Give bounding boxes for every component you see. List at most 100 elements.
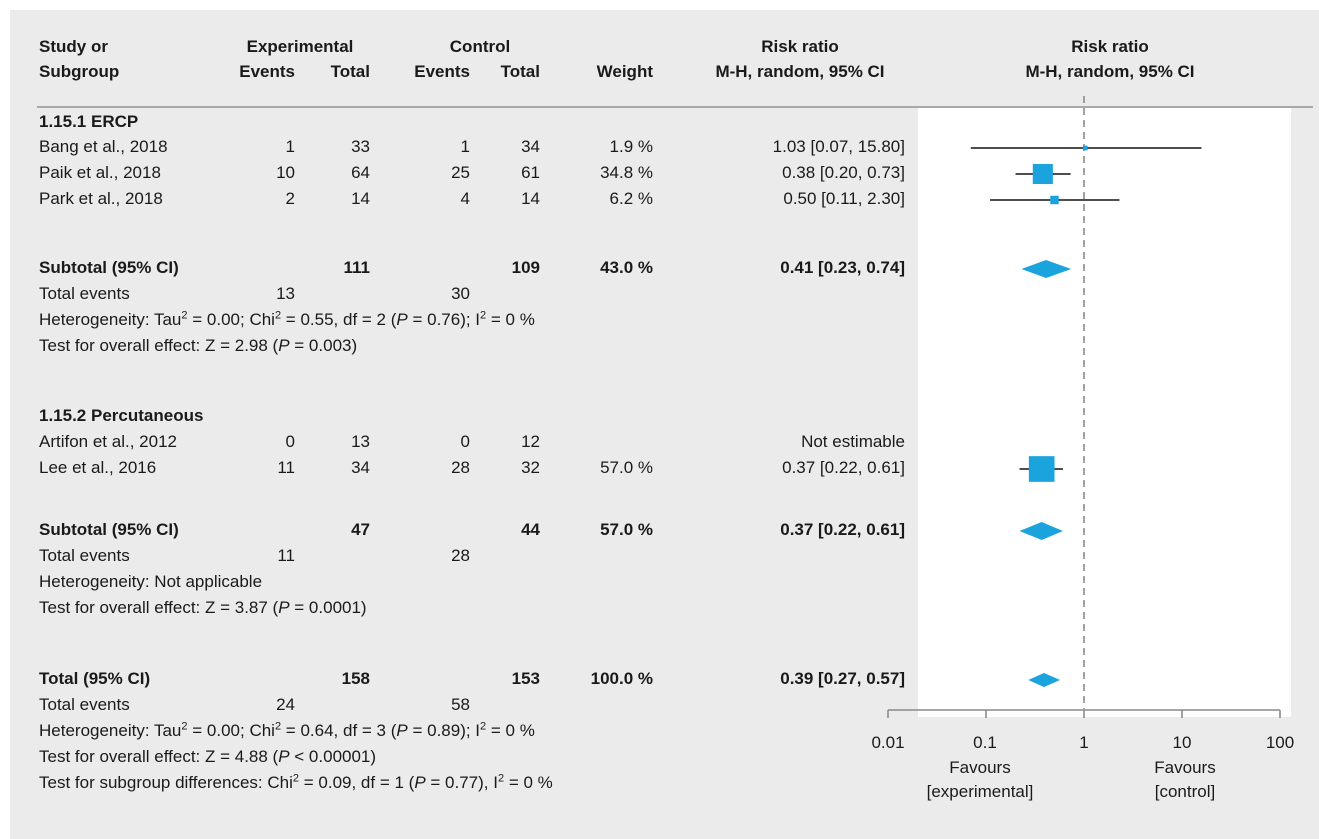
exp-total: 34	[351, 458, 370, 477]
study-effect-square	[1032, 163, 1053, 185]
study-effect-square	[1050, 195, 1059, 205]
ctrl-total: 14	[521, 189, 540, 208]
study-ci: Not estimable	[801, 432, 905, 451]
subtotal-exp-total: 111	[343, 258, 371, 277]
favours-experimental-line2: [experimental]	[926, 782, 1034, 801]
study-weight: 57.0 %	[600, 458, 653, 477]
study-ci: 1.03 [0.07, 15.80]	[772, 137, 905, 156]
subtotal-ci: 0.41 [0.23, 0.74]	[780, 258, 905, 277]
ctrl-events: 28	[451, 458, 470, 477]
subtotal-weight: 57.0 %	[600, 520, 653, 539]
total-weight: 100.0 %	[590, 669, 653, 688]
header-control: Control	[449, 37, 511, 56]
total-events-exp: 24	[276, 695, 295, 714]
subtotal-ci: 0.37 [0.22, 0.61]	[780, 520, 905, 539]
total-events-ctrl: 58	[451, 695, 470, 714]
header-ctrl-total: Total	[500, 62, 540, 81]
axis-tick-label: 0.01	[871, 733, 905, 752]
group-title: 1.15.2 Percutaneous	[39, 406, 204, 425]
exp-events: 1	[285, 137, 295, 156]
header-rule	[37, 106, 1313, 108]
ctrl-total: 34	[521, 137, 540, 156]
exp-events: 2	[285, 189, 295, 208]
study-ci: 0.50 [0.11, 2.30]	[783, 189, 905, 208]
ctrl-events: 25	[451, 163, 470, 182]
header-experimental: Experimental	[246, 37, 354, 56]
axis-tick-label: 100	[1265, 733, 1295, 752]
total-events-ctrl: 30	[451, 284, 470, 303]
study-ci: 0.37 [0.22, 0.61]	[782, 458, 905, 477]
subgroup-test-text: Test for subgroup differences: Chi2 = 0.…	[39, 772, 553, 792]
study-weight: 6.2 %	[609, 189, 653, 208]
heterogeneity-text: Heterogeneity: Tau2 = 0.00; Chi2 = 0.55,…	[39, 309, 535, 329]
study-name: Park et al., 2018	[39, 189, 163, 208]
study-name: Artifon et al., 2012	[39, 432, 177, 451]
exp-total: 13	[351, 432, 370, 451]
ctrl-events: 0	[460, 432, 470, 451]
header-rr-method: M-H, random, 95% CI	[715, 62, 885, 81]
total-events-ctrl: 28	[451, 546, 470, 565]
study-name: Paik et al., 2018	[39, 163, 161, 182]
total-ctrl-total: 153	[511, 669, 540, 688]
heterogeneity-text: Heterogeneity: Not applicable	[39, 572, 263, 591]
exp-events: 11	[277, 458, 295, 477]
favours-control-line1: Favours	[1154, 758, 1216, 777]
total-events-label: Total events	[39, 546, 130, 565]
total-events-label: Total events	[39, 284, 130, 303]
subtotal-ctrl-total: 44	[521, 520, 540, 539]
header-weight: Weight	[596, 62, 653, 81]
exp-events: 10	[276, 163, 295, 182]
total-events-exp: 13	[276, 284, 295, 303]
total-ci: 0.39 [0.27, 0.57]	[780, 669, 905, 688]
header-plot-method: M-H, random, 95% CI	[1025, 62, 1195, 81]
total-label: Total (95% CI)	[39, 669, 151, 688]
pooled-diamond	[1021, 260, 1072, 278]
total-events-exp: 11	[277, 546, 295, 565]
axis-tick-label: 10	[1172, 733, 1192, 752]
header-exp-total: Total	[330, 62, 370, 81]
subtotal-label: Subtotal (95% CI)	[39, 258, 179, 277]
study-name: Lee et al., 2016	[39, 458, 157, 477]
heterogeneity-text: Heterogeneity: Tau2 = 0.00; Chi2 = 0.64,…	[39, 720, 535, 740]
study-weight: 34.8 %	[600, 163, 653, 182]
axis-tick-label: 1	[1079, 733, 1089, 752]
overall-effect-text: Test for overall effect: Z = 2.98 (P = 0…	[39, 336, 358, 355]
header-rr-title: Risk ratio	[761, 37, 839, 56]
header-plot-title: Risk ratio	[1071, 37, 1149, 56]
favours-experimental-line1: Favours	[949, 758, 1011, 777]
axis-tick-label: 0.1	[973, 733, 997, 752]
overall-effect-text: Test for overall effect: Z = 3.87 (P = 0…	[39, 598, 367, 617]
plot-area	[918, 106, 1291, 717]
study-name: Bang et al., 2018	[39, 137, 168, 156]
header-study-line2: Subgroup	[39, 62, 120, 81]
ctrl-total: 61	[521, 163, 540, 182]
favours-control-line2: [control]	[1154, 782, 1216, 801]
subtotal-label: Subtotal (95% CI)	[39, 520, 179, 539]
pooled-diamond	[1019, 522, 1063, 540]
ctrl-total: 32	[521, 458, 540, 477]
ctrl-total: 12	[521, 432, 540, 451]
total-exp-total: 158	[341, 669, 370, 688]
subtotal-exp-total: 47	[351, 520, 370, 539]
group-title: 1.15.1 ERCP	[39, 112, 139, 131]
forest-plot-figure: Study or Subgroup Experimental Control E…	[10, 10, 1319, 839]
header-study-line1: Study or	[39, 37, 108, 56]
subtotal-ctrl-total: 109	[511, 258, 540, 277]
subtotal-weight: 43.0 %	[600, 258, 653, 277]
forest-plot-svg	[887, 96, 1281, 718]
exp-total: 14	[351, 189, 370, 208]
study-effect-square	[1028, 456, 1055, 482]
study-ci: 0.38 [0.20, 0.73]	[782, 163, 905, 182]
header-ctrl-events: Events	[414, 62, 470, 81]
header-exp-events: Events	[239, 62, 295, 81]
exp-events: 0	[285, 432, 295, 451]
study-effect-square	[1082, 145, 1088, 151]
study-weight: 1.9 %	[609, 137, 653, 156]
pooled-diamond	[1028, 673, 1061, 687]
exp-total: 33	[351, 137, 370, 156]
total-events-label: Total events	[39, 695, 130, 714]
ctrl-events: 4	[460, 189, 470, 208]
exp-total: 64	[351, 163, 370, 182]
ctrl-events: 1	[460, 137, 470, 156]
overall-effect-text: Test for overall effect: Z = 4.88 (P < 0…	[39, 747, 377, 766]
